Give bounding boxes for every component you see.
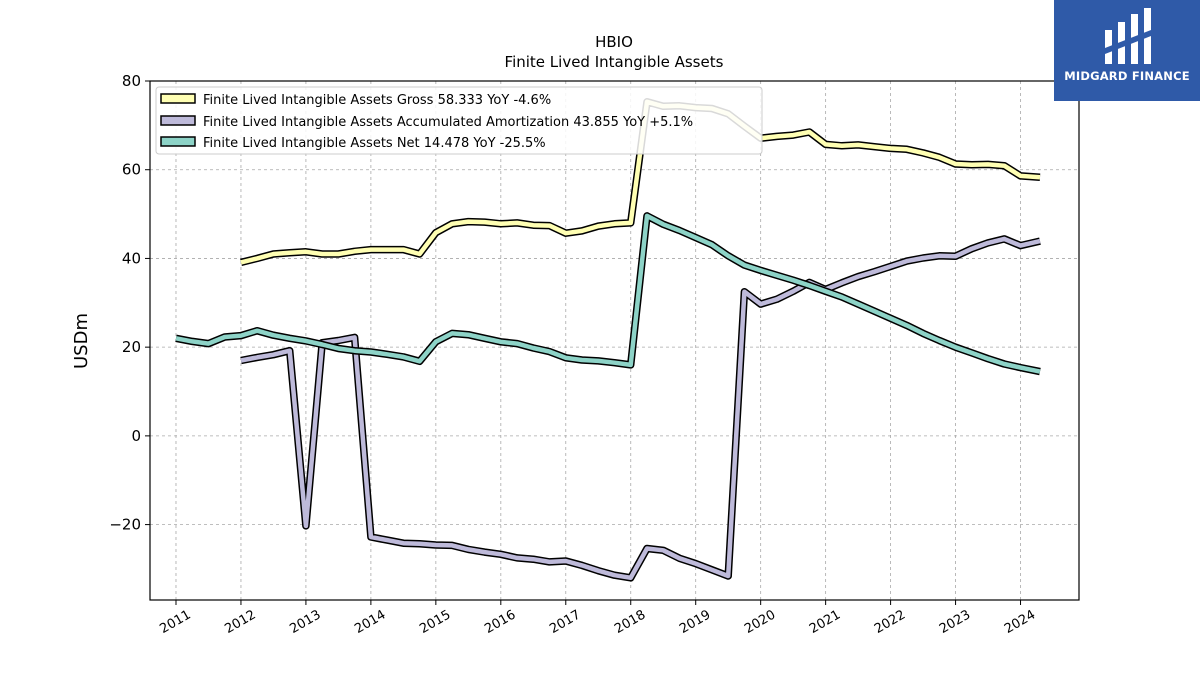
plot-frame [149,80,1080,601]
x-tick-label: 2023 [937,607,973,637]
series-layer [175,98,1041,582]
x-tick-label: 2016 [482,607,518,637]
y-axis-ticks: −20 0 20 40 60 80 [109,72,150,534]
x-tick-label: 2022 [872,607,908,637]
midgard-finance-logo: MIDGARD FINANCE [1054,0,1200,101]
x-tick-label: 2014 [352,607,388,637]
x-tick-label: 2018 [612,607,648,637]
legend-label-gross: Finite Lived Intangible Assets Gross 58.… [203,93,551,108]
y-tick-label: 20 [122,338,141,356]
y-tick-label: 0 [131,427,141,445]
legend-swatch-net [160,136,196,147]
y-tick-label: −20 [109,516,141,534]
chart-subtitle: Finite Lived Intangible Assets [505,53,724,71]
series-amortization [240,235,1041,582]
series-line-net [175,213,1041,374]
chart-title: HBIO [595,33,633,51]
x-tick-label: 2020 [742,607,778,637]
x-axis-ticks: 2011 2012 2013 2014 2015 2016 2017 2018 2019 2020… [157,600,1038,637]
legend-box [155,86,763,155]
logo-mark-icon [1105,8,1151,64]
series-line-gross [240,99,1041,265]
series-net [175,212,1041,376]
series-line-amortization [240,236,1041,581]
y-axis-label: USDm [71,313,92,369]
legend-label-net: Finite Lived Intangible Assets Net 14.47… [203,136,546,151]
logo-text: MIDGARD FINANCE [1064,69,1190,83]
grid [150,80,1079,600]
legend-swatch-amortization [160,115,196,126]
x-tick-label: 2015 [417,607,453,637]
x-tick-label: 2011 [157,607,193,637]
legend-label-amortization: Finite Lived Intangible Assets Accumulat… [203,115,693,130]
y-tick-label: 80 [122,72,141,90]
x-tick-label: 2012 [222,607,258,637]
y-tick-label: 40 [122,249,141,267]
x-tick-label: 2024 [1002,607,1038,637]
series-gross [240,98,1041,267]
legend-swatch-gross [160,93,196,104]
legend: Finite Lived Intangible Assets Gross 58.… [155,86,763,155]
y-tick-label: 60 [122,161,141,179]
x-tick-label: 2021 [807,607,843,637]
x-tick-label: 2013 [287,607,323,637]
x-tick-label: 2019 [677,607,713,637]
x-tick-label: 2017 [547,607,583,637]
